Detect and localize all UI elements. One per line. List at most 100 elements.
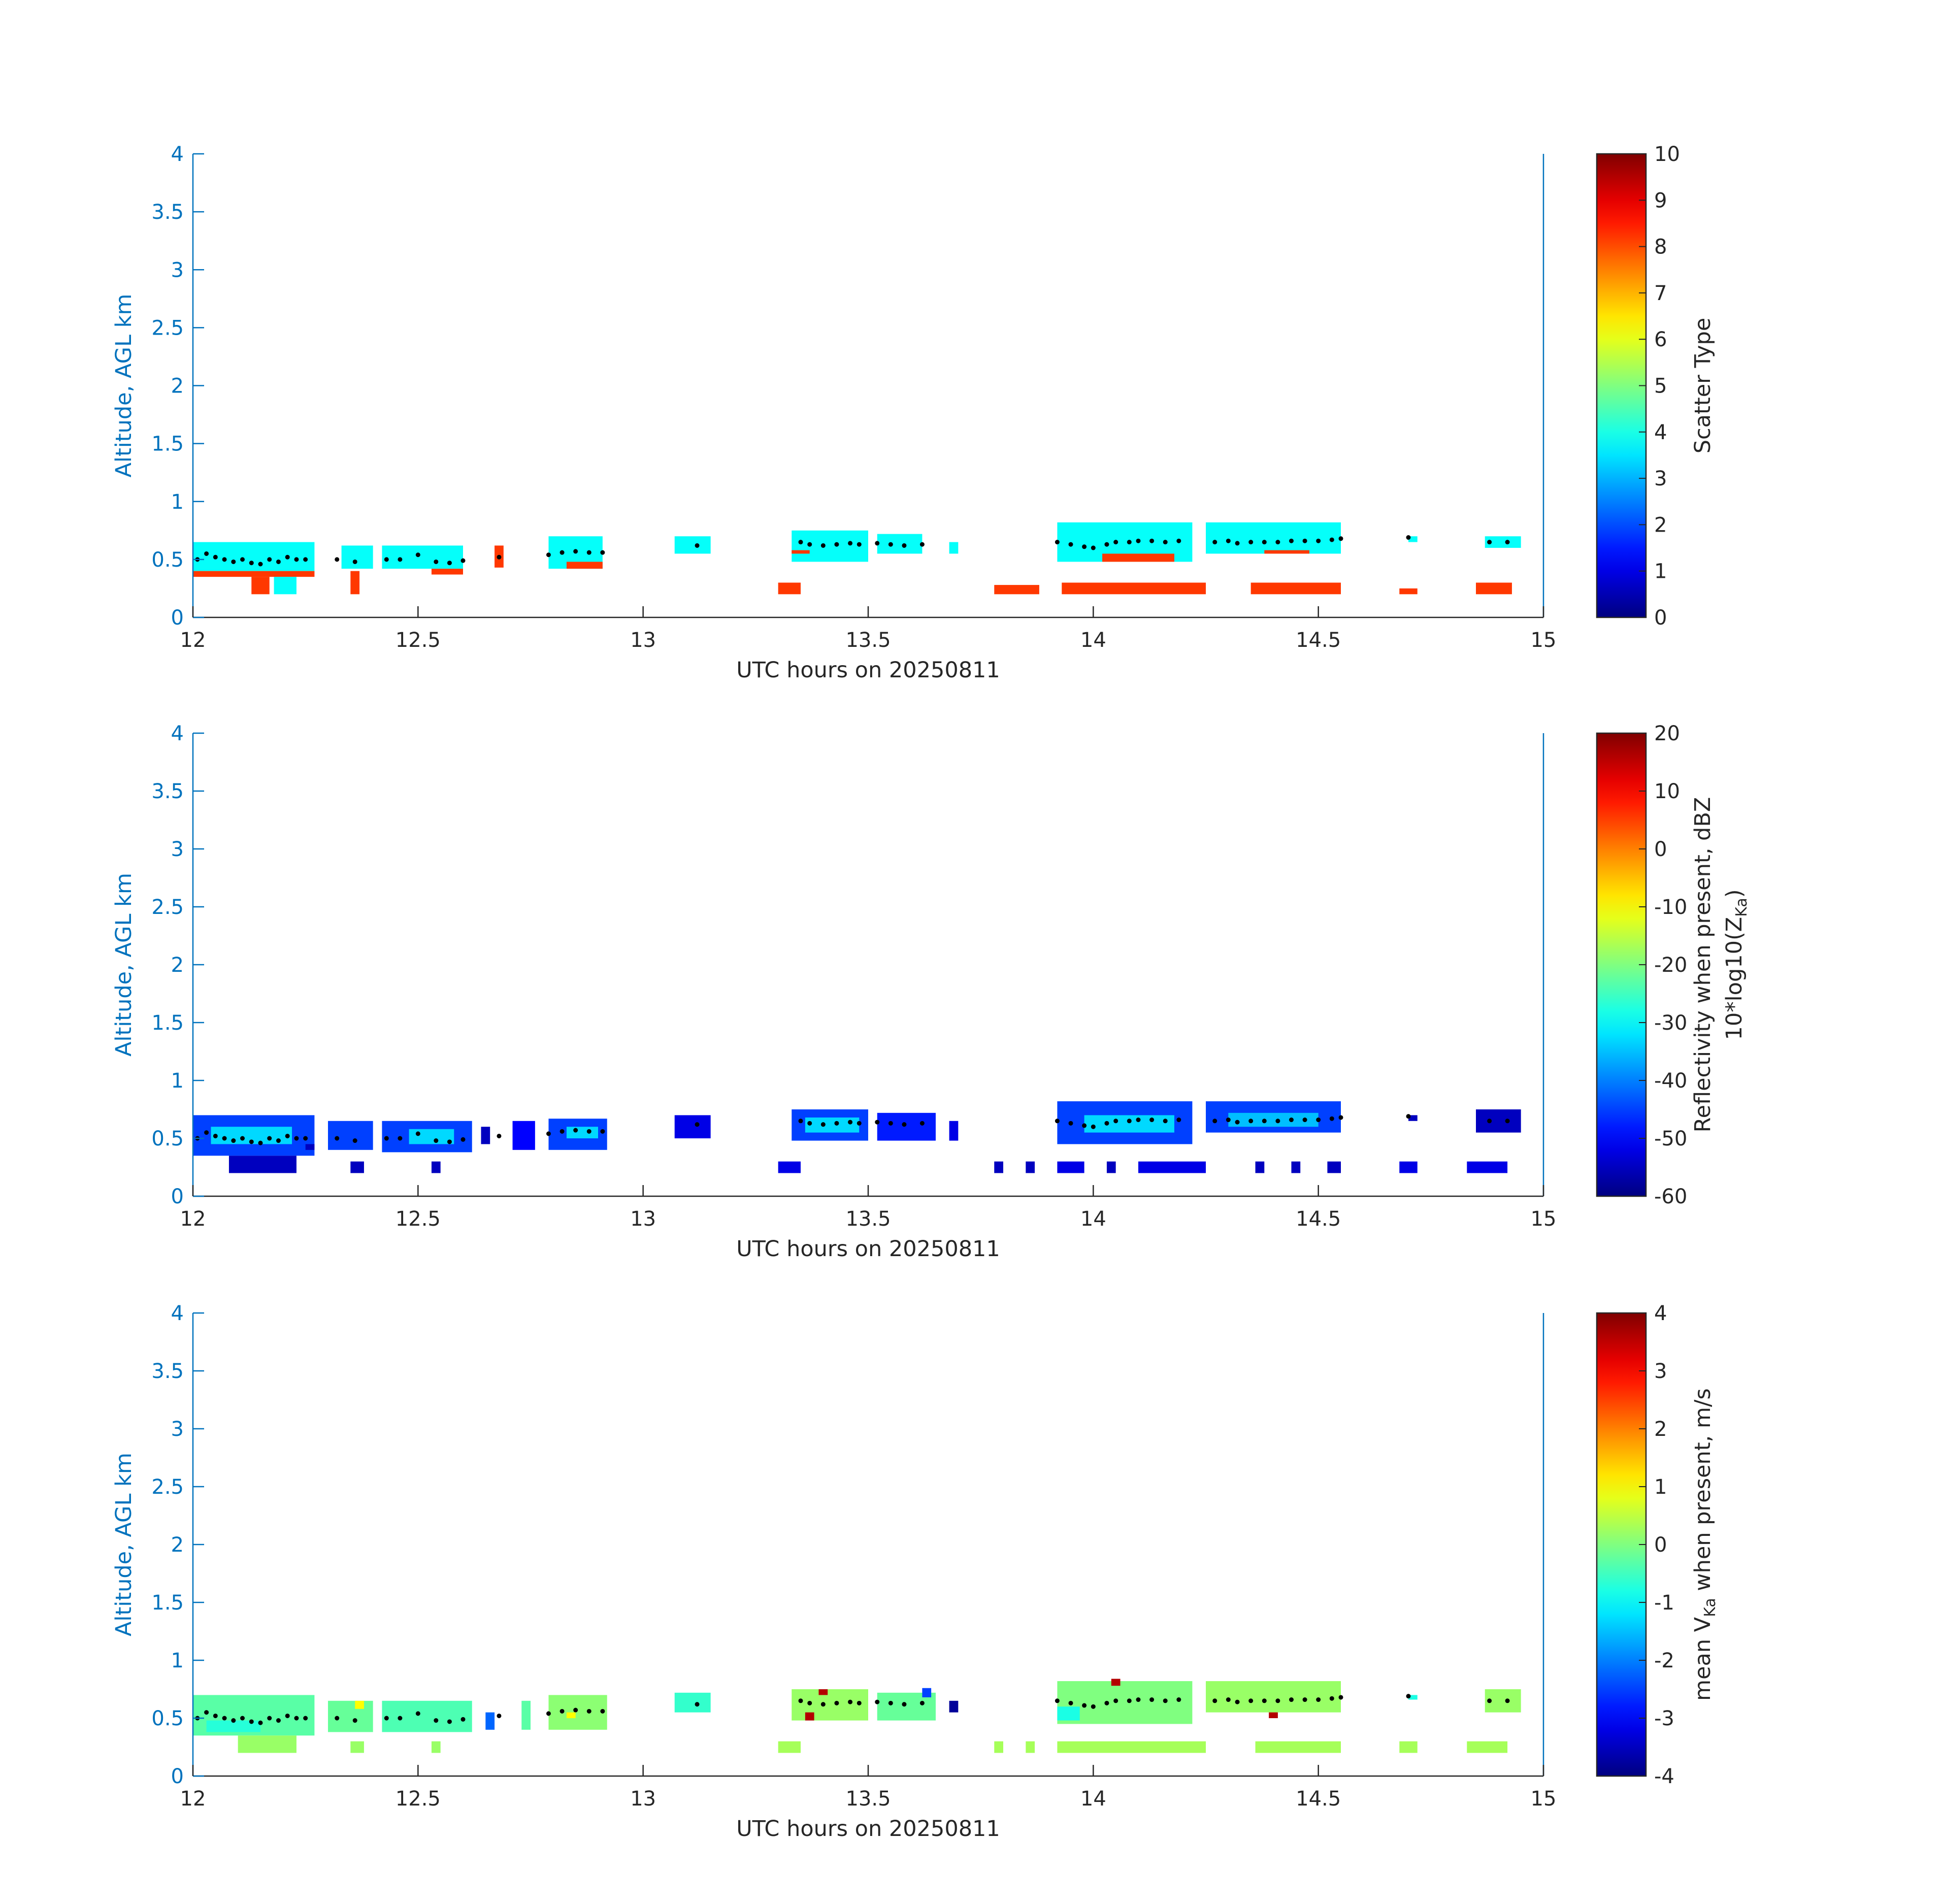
base-point xyxy=(497,1713,502,1718)
y-axis-label: Altitude, AGL km xyxy=(111,873,137,1057)
base-point xyxy=(820,543,826,548)
base-point xyxy=(888,542,893,547)
base-point xyxy=(1176,1697,1181,1702)
colorbar-gradient xyxy=(1596,1312,1647,1777)
base-point xyxy=(1127,1119,1132,1124)
base-points xyxy=(195,1114,1510,1145)
heatmap-cell xyxy=(1057,1161,1084,1173)
base-point xyxy=(1127,1698,1132,1703)
y-tick-label: 2.5 xyxy=(151,316,184,340)
base-point xyxy=(1068,1700,1073,1705)
x-tick-label: 13.5 xyxy=(845,1207,891,1231)
heatmap-cell xyxy=(818,1689,828,1695)
heatmap-cell xyxy=(1467,1741,1508,1753)
base-point xyxy=(1082,1123,1087,1128)
base-point xyxy=(1104,1700,1109,1705)
base-point xyxy=(1316,538,1321,543)
base-point xyxy=(695,1122,700,1127)
colorbar-label: mean VKa when present, m/s xyxy=(1690,1388,1719,1701)
heatmap-cell xyxy=(1084,1115,1174,1133)
colorbar-tick-label: 6 xyxy=(1654,328,1667,351)
heatmap-cell xyxy=(431,569,463,575)
y-tick-label: 4 xyxy=(171,1302,184,1325)
base-point xyxy=(546,1131,551,1136)
base-point xyxy=(1127,540,1132,545)
base-point xyxy=(919,542,925,547)
y-tick-label: 1.5 xyxy=(151,1011,184,1035)
heatmap-cell xyxy=(305,1144,315,1150)
heatmap-cell xyxy=(1057,1706,1080,1721)
heatmap-cell xyxy=(1255,1741,1341,1753)
base-point xyxy=(249,1719,254,1724)
y-tick-label: 2 xyxy=(171,954,184,977)
base-point xyxy=(798,1119,803,1124)
heatmap-cell xyxy=(792,1689,868,1721)
x-tick-label: 13 xyxy=(630,1207,656,1231)
base-point xyxy=(204,1130,209,1135)
base-point xyxy=(231,1718,236,1723)
heatmap-cell xyxy=(350,1161,364,1173)
base-point xyxy=(1235,1699,1240,1704)
base-point xyxy=(1505,540,1510,545)
colorbar-tick-label: 3 xyxy=(1654,1360,1667,1383)
base-point xyxy=(1487,1698,1492,1703)
base-point xyxy=(1235,1120,1240,1125)
colorbar-tick-label: 0 xyxy=(1654,1533,1667,1557)
base-point xyxy=(398,1136,403,1141)
colorbar-tick-label: -2 xyxy=(1654,1649,1674,1672)
heatmap-cell xyxy=(922,1688,932,1697)
heatmap-cell xyxy=(778,582,801,595)
base-point xyxy=(303,1136,308,1141)
base-point xyxy=(848,1120,853,1125)
base-point xyxy=(1235,541,1240,546)
colorbar: -4 -3 -2 -1 0 1 2 3 4 mean VKa when present, m/s xyxy=(1596,1302,1719,1788)
base-point xyxy=(434,559,439,564)
heatmap-cell xyxy=(674,1692,711,1713)
heatmap-cell xyxy=(512,1121,535,1150)
heatmap-cell xyxy=(328,1121,373,1150)
heatmap-cell xyxy=(382,545,463,569)
base-point xyxy=(600,1129,605,1134)
colorbar-tick-label: 1 xyxy=(1654,560,1667,583)
base-point xyxy=(398,557,403,562)
base-point xyxy=(213,1713,218,1718)
base-point xyxy=(497,1133,502,1138)
base-point xyxy=(352,1718,357,1723)
colorbar-tick-label: 10 xyxy=(1654,780,1680,803)
y-tick-label: 3 xyxy=(171,838,184,861)
x-tick-label: 12 xyxy=(180,1787,206,1811)
colorbar-tick-label: -50 xyxy=(1654,1127,1687,1151)
colorbar-tick-label: -60 xyxy=(1654,1185,1687,1208)
base-point xyxy=(1289,1118,1294,1123)
y-axis-label: Altitude, AGL km xyxy=(111,1453,137,1636)
base-point xyxy=(249,1139,254,1144)
heatmap-cell xyxy=(1476,1109,1521,1133)
colorbar-tick-label: 9 xyxy=(1654,189,1667,212)
base-point xyxy=(1104,1121,1109,1126)
heatmap-cell xyxy=(1485,536,1521,548)
base-point xyxy=(1176,1118,1181,1123)
colorbar-tick-label: 20 xyxy=(1654,722,1680,745)
base-point xyxy=(415,552,420,557)
base-point xyxy=(1176,538,1181,543)
base-point xyxy=(798,1698,803,1703)
base-point xyxy=(1338,1115,1343,1120)
x-tick-label: 14 xyxy=(1080,1787,1106,1811)
heatmap-cell xyxy=(193,542,315,571)
base-point xyxy=(398,1716,403,1721)
x-tick-label: 13.5 xyxy=(845,1787,891,1811)
base-point xyxy=(231,1138,236,1143)
heatmap-cell xyxy=(274,577,297,595)
heatmap-cell xyxy=(1250,582,1341,595)
base-point xyxy=(559,550,565,555)
base-point xyxy=(213,554,218,560)
base-point xyxy=(1406,535,1411,540)
base-point xyxy=(460,558,466,563)
y-tick-label: 3 xyxy=(171,1418,184,1441)
heatmap-cell xyxy=(949,1700,959,1713)
heatmap-cell xyxy=(994,1161,1003,1173)
base-point xyxy=(1275,1698,1280,1703)
base-point xyxy=(1136,538,1141,543)
y-tick-label: 2 xyxy=(171,1533,184,1557)
